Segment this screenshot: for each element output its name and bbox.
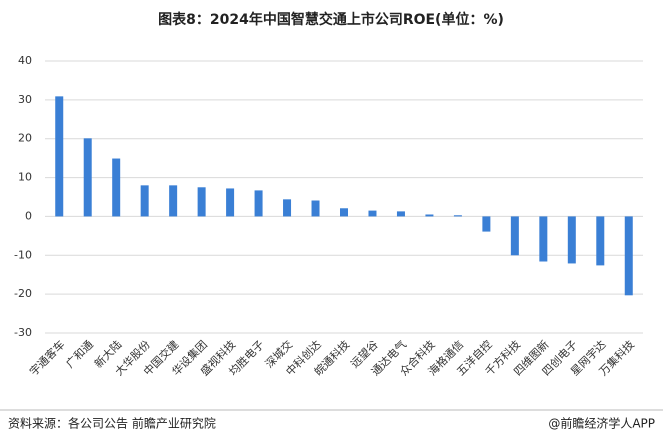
y-tick-label: -10 [14,248,32,261]
bar [254,190,263,217]
y-tick-label: -20 [14,287,32,300]
bar [140,185,149,217]
bar [482,216,491,232]
bar [55,96,64,217]
x-tick-label: 广和通 [63,338,96,371]
bar [510,216,519,256]
bar [169,185,178,217]
bar [596,216,605,266]
bar [453,215,462,217]
source: 资料来源：各公司公告 前瞻产业研究院 [8,416,216,431]
bar [624,216,633,296]
bar [396,211,405,217]
bar [567,216,576,264]
x-tick-label: 宇通客车 [26,337,67,378]
brand: @前瞻经济学人APP [548,416,655,431]
y-tick-label: 10 [18,171,32,184]
bar [539,216,548,262]
chart-title: 图表8：2024年中国智慧交通上市公司ROE(单位：%) [158,11,504,28]
y-tick-label: -30 [14,326,32,339]
bar [425,214,434,217]
y-tick-label: 40 [18,54,32,67]
bar [340,208,348,217]
bar [368,210,377,217]
y-tick-label: 20 [18,132,32,145]
y-tick-label: 30 [18,93,32,106]
bar [311,200,320,217]
y-tick-label: 0 [25,209,32,222]
bar [83,138,92,217]
bar [112,158,121,217]
bar [283,199,292,217]
bar [197,187,206,217]
bar [226,188,235,217]
